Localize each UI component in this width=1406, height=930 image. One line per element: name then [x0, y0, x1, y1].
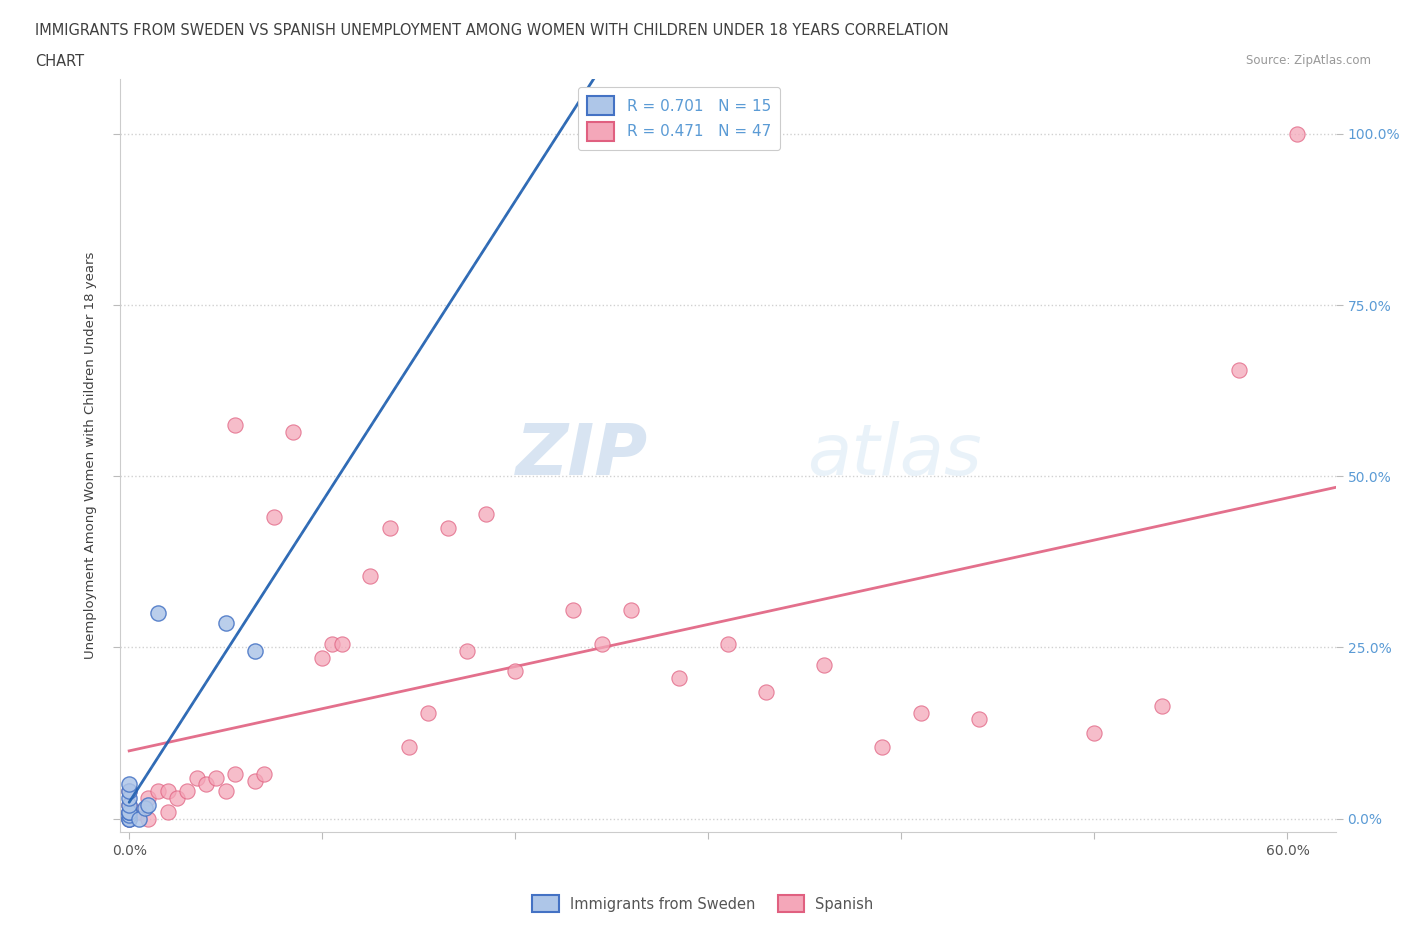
Point [1083, 725, 1105, 740]
Point [138, 790, 160, 805]
Text: atlas: atlas [807, 421, 981, 490]
Point [156, 784, 179, 799]
Point [910, 705, 932, 720]
Point [620, 603, 643, 618]
Point [118, 804, 141, 819]
Point [118, 811, 141, 826]
Point [330, 637, 353, 652]
Point [967, 712, 990, 727]
Point [118, 804, 141, 819]
Point [436, 520, 458, 535]
Point [562, 603, 585, 618]
Point [176, 784, 198, 799]
Point [186, 770, 208, 785]
Text: CHART: CHART [35, 54, 84, 69]
Point [1286, 126, 1309, 141]
Point [215, 784, 238, 799]
Point [166, 790, 188, 805]
Point [215, 616, 238, 631]
Point [205, 770, 228, 785]
Point [118, 784, 141, 799]
Point [591, 637, 613, 652]
Point [1227, 363, 1250, 378]
Point [156, 804, 179, 819]
Point [134, 801, 156, 816]
Point [118, 811, 141, 826]
Point [118, 798, 141, 813]
Point [118, 804, 141, 819]
Text: IMMIGRANTS FROM SWEDEN VS SPANISH UNEMPLOYMENT AMONG WOMEN WITH CHILDREN UNDER 1: IMMIGRANTS FROM SWEDEN VS SPANISH UNEMPL… [35, 23, 949, 38]
Point [668, 671, 690, 685]
Point [378, 520, 401, 535]
Point [243, 774, 266, 789]
Point [243, 644, 266, 658]
Point [475, 507, 498, 522]
Point [311, 650, 333, 665]
Point [224, 766, 246, 781]
Point [138, 798, 160, 813]
Point [359, 568, 381, 583]
Point [146, 605, 169, 620]
Point [717, 637, 740, 652]
Point [253, 766, 276, 781]
Point [118, 790, 141, 805]
Text: ZIP: ZIP [516, 421, 648, 490]
Point [1150, 698, 1173, 713]
Point [418, 705, 440, 720]
Y-axis label: Unemployment Among Women with Children Under 18 years: Unemployment Among Women with Children U… [83, 252, 97, 659]
Point [283, 424, 305, 439]
Point [755, 684, 778, 699]
Point [118, 784, 141, 799]
Point [263, 510, 285, 525]
Text: Source: ZipAtlas.com: Source: ZipAtlas.com [1246, 54, 1371, 67]
Point [224, 418, 246, 432]
Point [128, 804, 150, 819]
Point [128, 811, 150, 826]
Point [503, 664, 526, 679]
Point [118, 811, 141, 826]
Point [321, 637, 343, 652]
Point [195, 777, 218, 791]
Point [118, 808, 141, 823]
Point [118, 777, 141, 791]
Point [118, 798, 141, 813]
Point [813, 658, 835, 672]
Legend: Immigrants from Sweden, Spanish: Immigrants from Sweden, Spanish [526, 890, 880, 918]
Point [870, 739, 893, 754]
Point [398, 739, 420, 754]
Point [138, 811, 160, 826]
Legend: R = 0.701   N = 15, R = 0.471   N = 47: R = 0.701 N = 15, R = 0.471 N = 47 [578, 86, 780, 151]
Point [146, 784, 169, 799]
Point [456, 644, 478, 658]
